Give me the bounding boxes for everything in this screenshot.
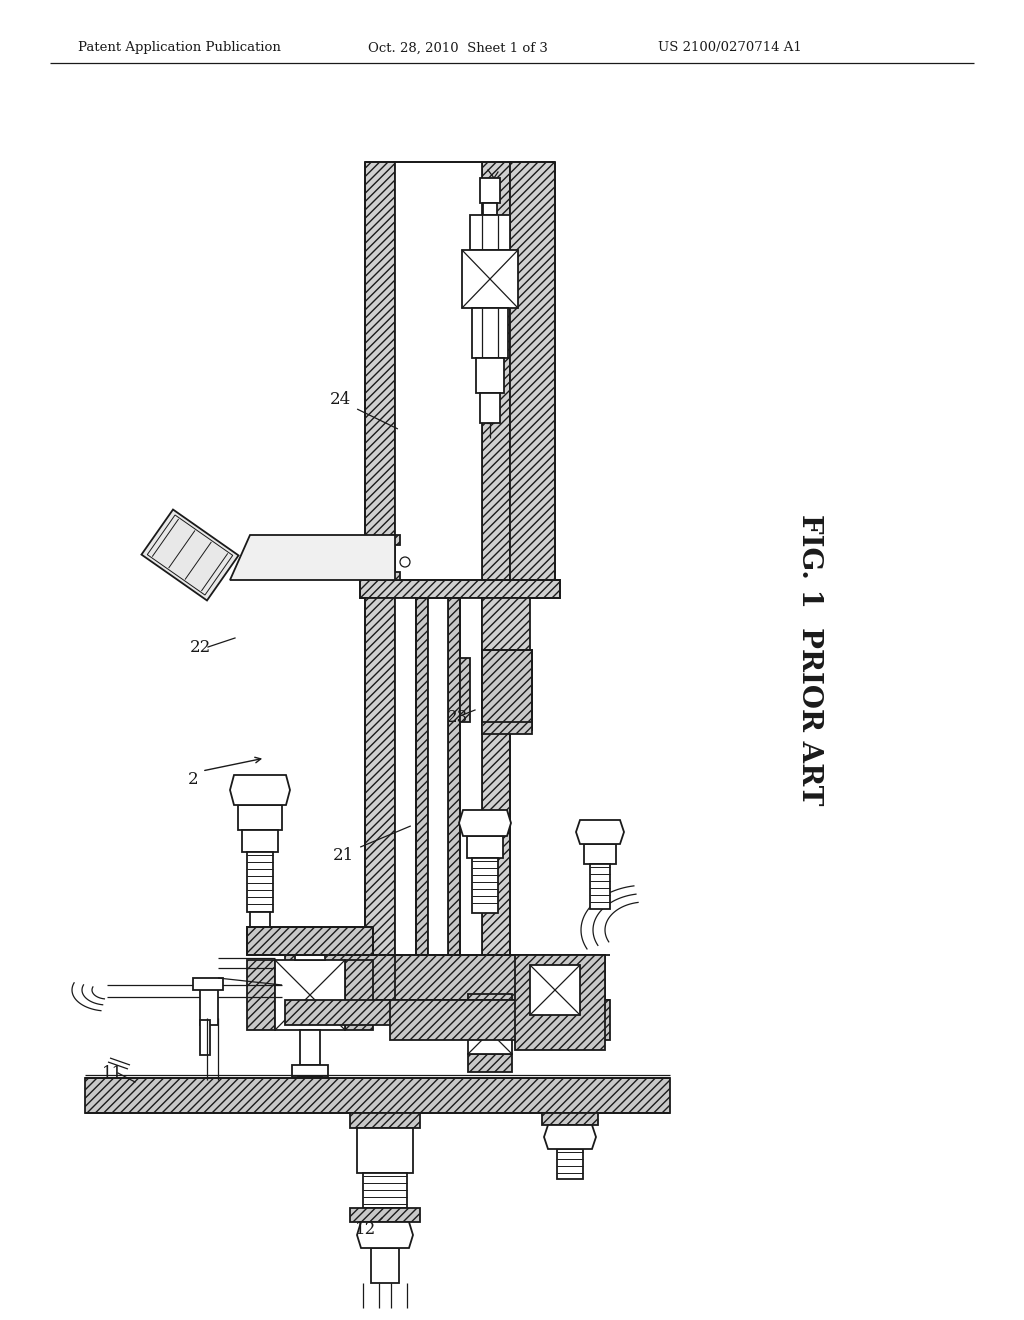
Bar <box>247 851 273 912</box>
Bar <box>460 657 470 722</box>
Bar <box>247 960 275 1030</box>
Text: 23: 23 <box>447 710 468 726</box>
Bar <box>357 1129 413 1173</box>
Bar <box>480 393 500 422</box>
Bar <box>472 858 498 913</box>
Bar <box>476 358 504 393</box>
Bar <box>428 598 449 960</box>
Bar <box>247 927 373 954</box>
Polygon shape <box>357 1222 413 1247</box>
Polygon shape <box>575 820 624 843</box>
Bar <box>200 985 218 1026</box>
Bar <box>390 1001 610 1040</box>
Bar <box>345 960 373 1030</box>
Text: Oct. 28, 2010  Sheet 1 of 3: Oct. 28, 2010 Sheet 1 of 3 <box>368 41 548 54</box>
Text: 22: 22 <box>190 639 211 656</box>
Bar <box>371 1247 399 1283</box>
Bar <box>530 965 580 1015</box>
Polygon shape <box>230 535 395 579</box>
Bar <box>557 1148 583 1179</box>
Bar <box>482 598 510 960</box>
Bar <box>247 927 373 954</box>
Bar <box>590 865 610 909</box>
Polygon shape <box>544 1125 596 1148</box>
Bar <box>482 649 532 730</box>
Bar <box>542 1113 598 1125</box>
Text: 2: 2 <box>188 771 199 788</box>
Bar <box>468 994 512 1010</box>
Bar <box>480 178 500 203</box>
Circle shape <box>400 557 410 568</box>
Polygon shape <box>230 775 290 805</box>
Bar <box>360 579 560 598</box>
Text: FIG. 1  PRIOR ART: FIG. 1 PRIOR ART <box>797 515 823 805</box>
Bar <box>472 308 508 358</box>
Bar <box>350 1113 420 1129</box>
Bar <box>416 598 460 960</box>
Bar <box>193 978 223 990</box>
Bar <box>390 535 400 545</box>
Bar <box>462 249 518 308</box>
Text: US 2100/0270714 A1: US 2100/0270714 A1 <box>658 41 802 54</box>
Bar <box>295 945 325 960</box>
Bar <box>285 954 525 1001</box>
Bar <box>285 1001 525 1026</box>
Bar <box>298 1077 322 1102</box>
Bar <box>482 162 510 585</box>
Bar <box>482 722 532 734</box>
Bar <box>362 1173 407 1208</box>
Bar <box>470 215 510 249</box>
Bar <box>360 579 560 598</box>
Bar <box>510 162 555 585</box>
Bar <box>300 1030 319 1065</box>
Bar <box>515 954 605 1049</box>
Bar <box>395 162 482 585</box>
Bar <box>584 843 616 865</box>
Text: 24: 24 <box>330 392 351 408</box>
Bar <box>365 598 395 960</box>
Bar <box>275 960 345 1030</box>
Bar <box>395 598 482 960</box>
Bar <box>365 162 395 585</box>
Bar <box>483 203 497 215</box>
Bar <box>449 598 460 960</box>
Bar <box>395 954 605 1001</box>
Bar <box>467 836 503 858</box>
Polygon shape <box>459 810 511 836</box>
Bar <box>390 572 400 579</box>
Polygon shape <box>141 510 239 601</box>
Text: 11: 11 <box>102 1064 123 1081</box>
Bar <box>416 598 428 960</box>
Bar <box>468 1010 512 1053</box>
Bar <box>85 1078 670 1113</box>
Bar <box>350 1208 420 1222</box>
Bar <box>482 598 530 698</box>
Bar <box>200 1020 210 1055</box>
Text: 12: 12 <box>355 1221 376 1238</box>
Bar <box>238 805 282 830</box>
Bar <box>292 1065 328 1077</box>
Bar <box>482 649 532 730</box>
Bar <box>242 830 278 851</box>
Text: Patent Application Publication: Patent Application Publication <box>78 41 281 54</box>
Text: 21: 21 <box>333 846 354 863</box>
Bar <box>250 912 270 931</box>
Bar <box>468 1053 512 1072</box>
